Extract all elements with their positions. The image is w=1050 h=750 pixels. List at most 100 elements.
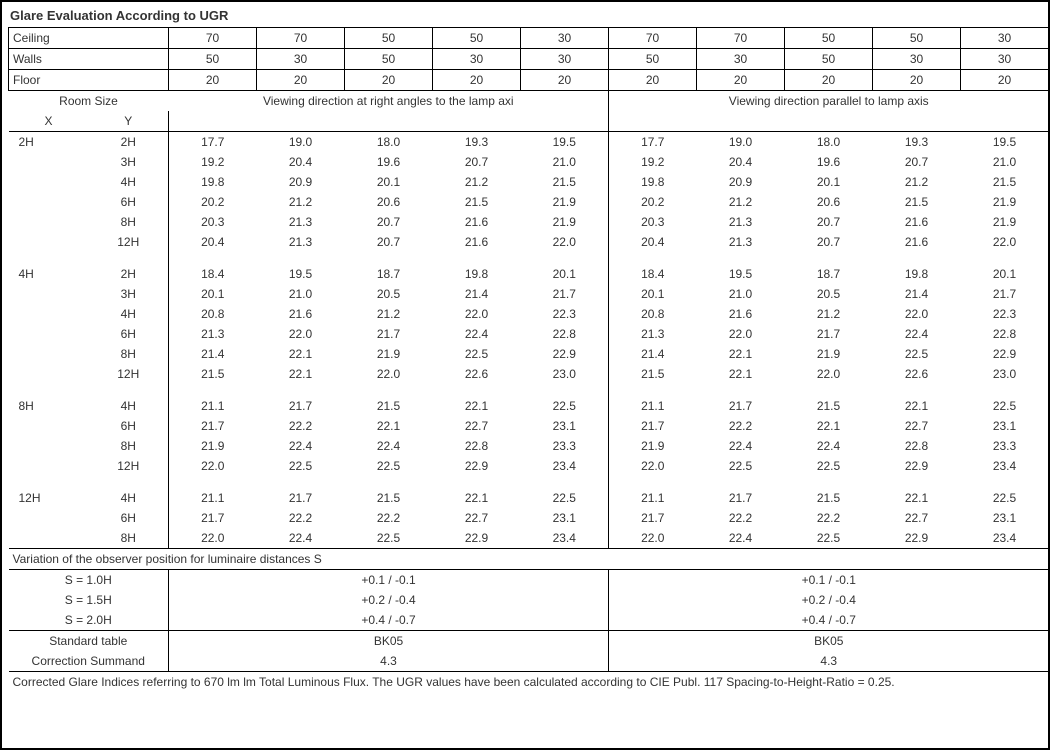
ugr-value: 22.7 (873, 416, 961, 436)
room-y: 2H (89, 264, 169, 284)
ugr-value: 22.1 (873, 488, 961, 508)
ugr-value: 23.3 (961, 436, 1049, 456)
ugr-value: 21.2 (257, 192, 345, 212)
ugr-value: 20.8 (169, 304, 257, 324)
ugr-value: 20.2 (609, 192, 697, 212)
variation-left: +0.4 / -0.7 (169, 610, 609, 631)
ugr-value: 21.1 (609, 488, 697, 508)
ugr-value: 20.4 (697, 152, 785, 172)
correction-right: 4.3 (609, 651, 1049, 672)
ugr-value: 22.5 (345, 456, 433, 476)
room-y: 6H (89, 192, 169, 212)
ugr-value: 20.1 (609, 284, 697, 304)
correction-left: 4.3 (169, 651, 609, 672)
ugr-value: 21.0 (257, 284, 345, 304)
axis-header-row: Room Size Viewing direction at right ang… (9, 91, 1049, 112)
ugr-table: Ceiling 7070505030 7070505030 Walls 5030… (8, 27, 1049, 692)
ugr-value: 19.5 (521, 132, 609, 153)
room-y: 12H (89, 232, 169, 252)
ugr-value: 21.7 (257, 488, 345, 508)
ugr-value: 22.9 (521, 344, 609, 364)
ugr-value: 20.4 (609, 232, 697, 252)
ugr-value: 20.7 (785, 212, 873, 232)
ugr-value: 22.0 (873, 304, 961, 324)
footnote-row: Corrected Glare Indices referring to 670… (9, 672, 1049, 693)
ugr-value: 19.8 (169, 172, 257, 192)
room-x: 2H (9, 132, 89, 153)
ugr-value: 20.7 (873, 152, 961, 172)
variation-s: S = 2.0H (9, 610, 169, 631)
ugr-value: 21.1 (609, 396, 697, 416)
standard-table-row: Standard table BK05 BK05 (9, 631, 1049, 652)
ugr-value: 20.6 (345, 192, 433, 212)
correction-label: Correction Summand (9, 651, 169, 672)
ugr-value: 20.3 (169, 212, 257, 232)
room-y: 2H (89, 132, 169, 153)
ugr-value: 20.1 (169, 284, 257, 304)
header-walls: Walls 5030503030 5030503030 (9, 49, 1049, 70)
ugr-value: 22.4 (785, 436, 873, 456)
room-x: 12H (9, 488, 89, 508)
ugr-value: 21.3 (697, 232, 785, 252)
ugr-value: 22.0 (961, 232, 1049, 252)
ugr-value: 22.2 (785, 508, 873, 528)
table-row: 4H19.820.920.121.221.519.820.920.121.221… (9, 172, 1049, 192)
ugr-value: 23.1 (521, 416, 609, 436)
ugr-value: 22.1 (697, 364, 785, 384)
room-y: 12H (89, 456, 169, 476)
ugr-value: 22.1 (873, 396, 961, 416)
ugr-value: 21.6 (873, 212, 961, 232)
variation-title-row: Variation of the observer position for l… (9, 549, 1049, 570)
ugr-value: 20.3 (609, 212, 697, 232)
header-floor: Floor 2020202020 2020202020 (9, 70, 1049, 91)
ugr-value: 21.9 (345, 344, 433, 364)
ugr-value: 21.3 (697, 212, 785, 232)
room-x (9, 304, 89, 324)
page-title: Glare Evaluation According to UGR (8, 6, 1042, 27)
ugr-value: 22.2 (697, 416, 785, 436)
variation-left: +0.1 / -0.1 (169, 570, 609, 591)
ugr-value: 21.0 (961, 152, 1049, 172)
room-x (9, 344, 89, 364)
walls-label: Walls (9, 49, 169, 70)
ugr-value: 23.1 (961, 508, 1049, 528)
variation-right: +0.4 / -0.7 (609, 610, 1049, 631)
ugr-value: 22.1 (257, 364, 345, 384)
ugr-value: 22.5 (961, 488, 1049, 508)
ugr-value: 20.9 (257, 172, 345, 192)
ugr-value: 21.5 (785, 396, 873, 416)
ugr-value: 21.7 (609, 416, 697, 436)
ugr-value: 22.5 (785, 456, 873, 476)
ugr-value: 19.5 (697, 264, 785, 284)
ugr-value: 21.6 (433, 232, 521, 252)
ugr-value: 19.2 (169, 152, 257, 172)
ugr-value: 22.9 (873, 456, 961, 476)
ugr-value: 20.8 (609, 304, 697, 324)
ugr-value: 21.7 (169, 508, 257, 528)
ugr-value: 21.4 (873, 284, 961, 304)
ugr-value: 20.7 (785, 232, 873, 252)
ugr-value: 22.0 (433, 304, 521, 324)
room-x (9, 364, 89, 384)
ugr-value: 21.6 (697, 304, 785, 324)
ugr-value: 23.1 (521, 508, 609, 528)
axis-left-header: Viewing direction at right angles to the… (169, 91, 609, 112)
ugr-value: 22.8 (521, 324, 609, 344)
standard-table-right: BK05 (609, 631, 1049, 652)
ugr-value: 21.7 (697, 488, 785, 508)
ugr-value: 21.9 (521, 212, 609, 232)
ugr-value: 22.7 (433, 508, 521, 528)
ugr-value: 20.9 (697, 172, 785, 192)
ugr-value: 21.5 (961, 172, 1049, 192)
ugr-value: 22.5 (961, 396, 1049, 416)
table-row: 8H20.321.320.721.621.920.321.320.721.621… (9, 212, 1049, 232)
ugr-value: 21.1 (169, 396, 257, 416)
ugr-value: 21.9 (609, 436, 697, 456)
ugr-value: 21.6 (257, 304, 345, 324)
ugr-value: 21.7 (609, 508, 697, 528)
ugr-value: 22.1 (785, 416, 873, 436)
ugr-value: 22.2 (257, 416, 345, 436)
ugr-value: 20.1 (521, 264, 609, 284)
ugr-value: 22.2 (697, 508, 785, 528)
room-x (9, 192, 89, 212)
